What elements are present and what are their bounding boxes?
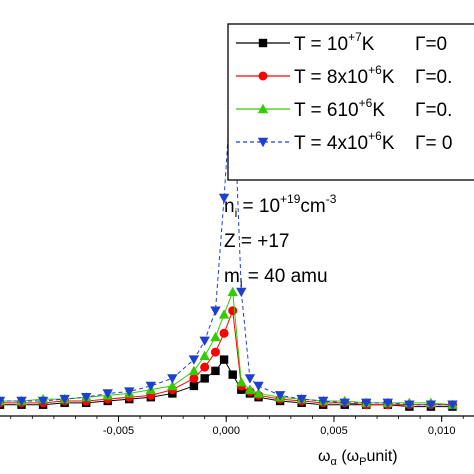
x-tick-label: 0,000 bbox=[212, 425, 240, 437]
legend: T = 10+7K Γ=0 T = 8x10+6K Γ=0. T = 610+6K Γ=0… bbox=[227, 23, 474, 181]
series-3-point bbox=[210, 331, 221, 342]
series-4-point bbox=[16, 396, 27, 407]
series-4-point bbox=[0, 396, 6, 407]
series-3-point bbox=[167, 380, 178, 391]
series-3-point bbox=[236, 376, 247, 387]
legend-label: T = 10+7K bbox=[294, 30, 375, 55]
series-4-point bbox=[102, 389, 113, 399]
series-2-point bbox=[210, 347, 220, 357]
series-3-point bbox=[244, 384, 256, 394]
x-tick-label: -0,005 bbox=[103, 425, 134, 437]
legend-marker bbox=[258, 38, 268, 48]
series-4-point bbox=[317, 396, 329, 407]
series-3-point bbox=[218, 309, 230, 319]
series-4-point bbox=[59, 394, 70, 405]
series-4-point bbox=[236, 287, 247, 298]
series-1-point bbox=[200, 374, 209, 383]
series-4-point bbox=[244, 374, 256, 384]
series-4-point bbox=[218, 193, 230, 204]
legend-label: T = 8x10+6K bbox=[294, 63, 395, 88]
series-4-point bbox=[339, 398, 350, 409]
legend-entry-4: T = 4x10+6K Γ= 0 bbox=[236, 129, 452, 154]
legend-entry-1: T = 10+7K Γ=0 bbox=[236, 30, 447, 55]
legend-gamma: Γ=0 bbox=[415, 34, 447, 55]
x-tick-label: 0,010 bbox=[428, 425, 456, 437]
series-3-point bbox=[227, 286, 238, 297]
series-4-point bbox=[447, 400, 458, 410]
legend-gamma: Γ=0. bbox=[415, 67, 452, 88]
series-4-point bbox=[167, 374, 178, 384]
legend-gamma: Γ= 0 bbox=[415, 133, 452, 154]
legend-marker bbox=[257, 103, 269, 114]
series-4-point bbox=[382, 398, 394, 409]
series-2-point bbox=[219, 328, 229, 338]
mass-annotation: mi = 40 amu bbox=[224, 266, 328, 290]
series-4-point bbox=[274, 391, 286, 401]
legend-box bbox=[227, 23, 474, 181]
legend-label: T = 4x10+6K bbox=[294, 129, 395, 154]
series-2 bbox=[0, 306, 457, 410]
series-4-point bbox=[253, 381, 264, 392]
series-1-point bbox=[211, 366, 220, 376]
series-4-point bbox=[188, 355, 200, 365]
legend-entries: T = 10+7K Γ=0 T = 8x10+6K Γ=0. T = 610+6K Γ=0… bbox=[236, 30, 452, 154]
series-1-point bbox=[228, 370, 237, 379]
x-tick-label: 0,005 bbox=[320, 425, 348, 437]
series-4-point bbox=[296, 394, 307, 405]
legend-gamma: Γ=0. bbox=[415, 100, 452, 121]
series-1-point bbox=[219, 355, 229, 364]
series-2-point bbox=[228, 306, 238, 316]
legend-marker bbox=[258, 71, 268, 81]
legend-marker bbox=[257, 137, 269, 148]
series-3-point bbox=[199, 350, 210, 361]
legend-entry-3: T = 610+6K Γ=0. bbox=[236, 96, 452, 121]
series-4-point bbox=[199, 336, 210, 346]
series-2-point bbox=[189, 373, 199, 383]
charge-annotation: Z = +17 bbox=[224, 231, 290, 252]
series-4-point bbox=[37, 396, 49, 407]
series-4-point bbox=[361, 398, 372, 409]
series-1-point bbox=[189, 381, 199, 391]
series-4-point bbox=[80, 393, 92, 403]
series-4-point bbox=[425, 400, 437, 410]
x-axis-label: ωα (ωPunit) bbox=[318, 448, 398, 468]
series-3-point bbox=[253, 388, 264, 398]
series-4-point bbox=[145, 381, 157, 392]
series-2-point bbox=[200, 362, 210, 372]
series-3-line bbox=[0, 291, 453, 406]
series-4-point bbox=[404, 400, 415, 410]
x-tick-layer: -0,005 0,000 0,005 0,010 bbox=[10, 416, 464, 437]
legend-entry-2: T = 8x10+6K Γ=0. bbox=[236, 63, 452, 88]
series-4-point bbox=[124, 387, 135, 397]
legend-label: T = 610+6K bbox=[294, 96, 385, 121]
density-annotation: ni = 10+19cm-3 bbox=[224, 192, 337, 220]
series-3 bbox=[0, 286, 458, 409]
series-4-point bbox=[210, 306, 221, 316]
series-3-point bbox=[188, 365, 200, 376]
series-layer bbox=[0, 62, 458, 411]
